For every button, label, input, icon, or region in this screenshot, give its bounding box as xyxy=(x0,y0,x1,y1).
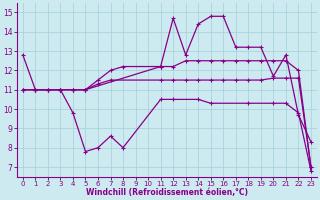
X-axis label: Windchill (Refroidissement éolien,°C): Windchill (Refroidissement éolien,°C) xyxy=(86,188,248,197)
